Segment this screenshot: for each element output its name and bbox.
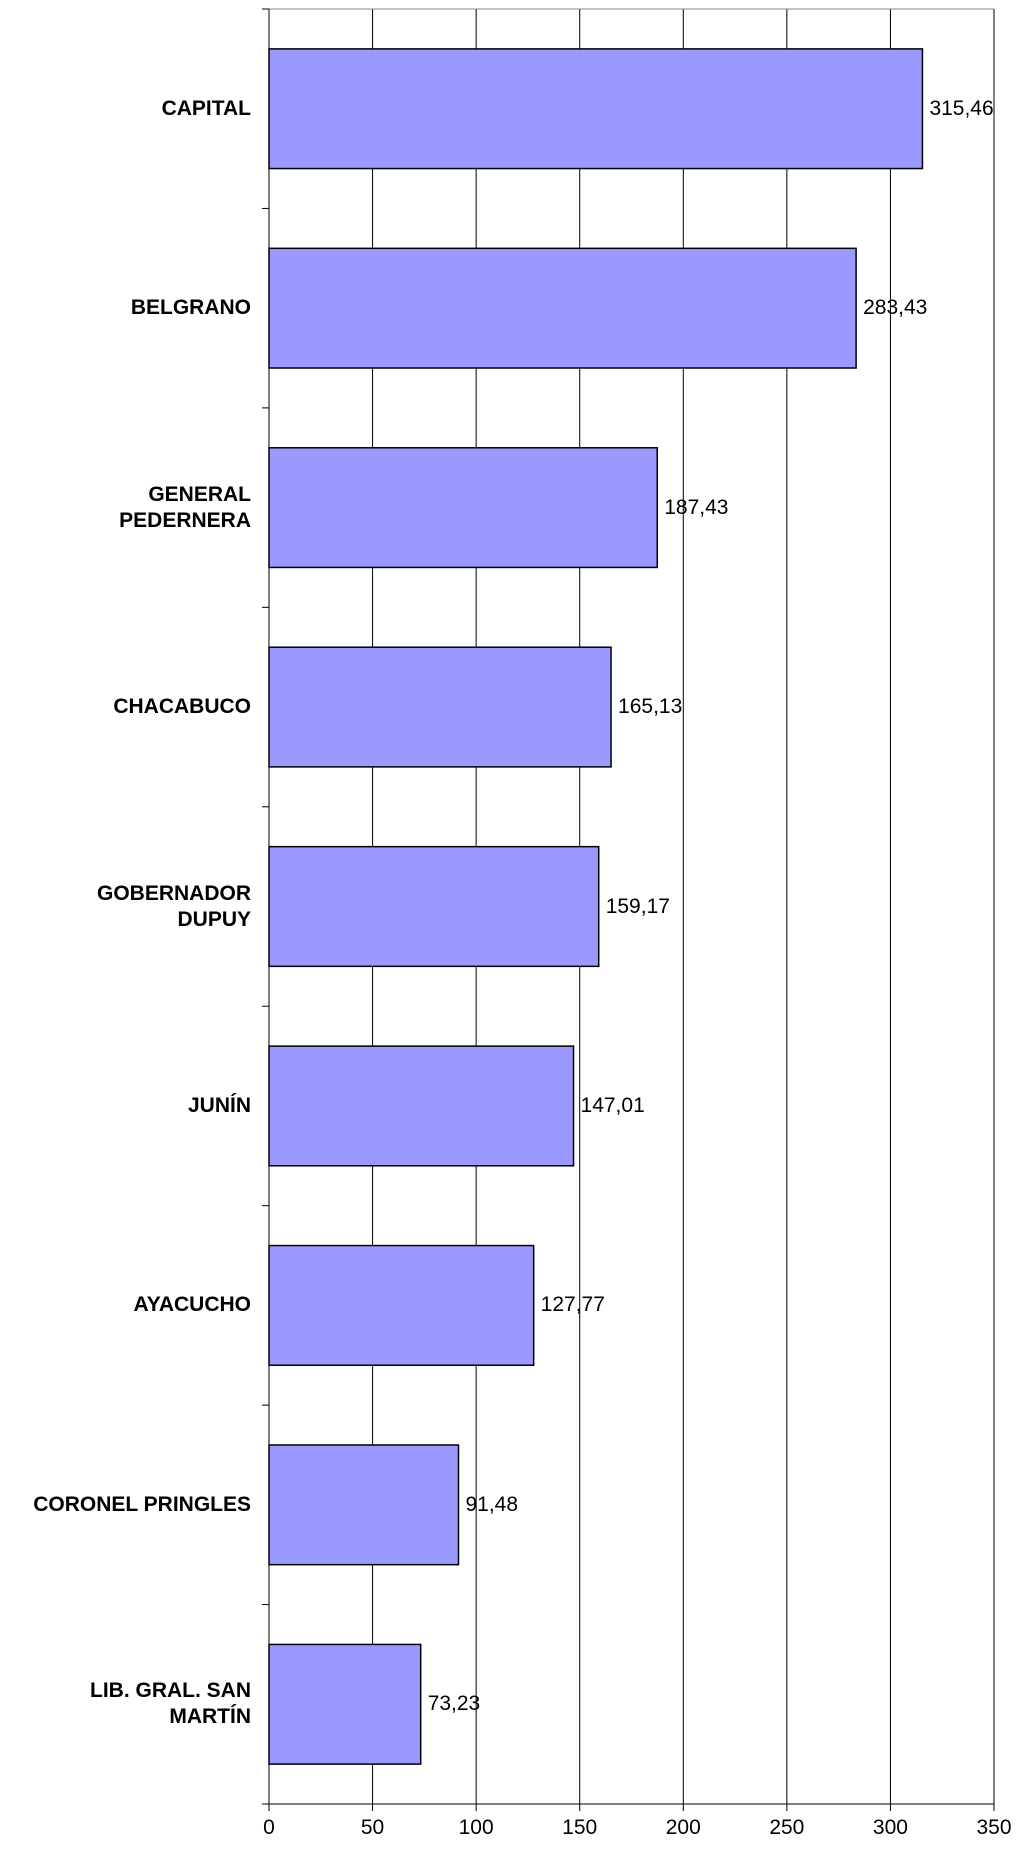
data-label: 91,48 [465,1492,519,1516]
data-label: 73,23 [427,1692,481,1716]
y-tick-label: JUNÍN [187,1093,251,1117]
x-tick-label: 50 [360,1816,385,1839]
bar [268,48,924,170]
bar [268,1244,535,1366]
bar [268,845,600,968]
data-label: 187,43 [664,495,729,519]
data-label: 315,46 [929,96,994,120]
y-tick-label: GOBERNADOR DUPUY [96,881,251,931]
bar [268,1643,422,1765]
y-tick-label: CORONEL PRINGLES [33,1492,251,1516]
y-tick-label: BELGRANO [130,296,251,320]
x-tick-label: 250 [769,1816,805,1839]
x-tick-label: 300 [872,1816,908,1839]
x-tick-label: 100 [458,1816,494,1839]
bar [268,247,857,369]
data-label: 159,17 [605,894,670,918]
x-tick-label: 200 [665,1816,701,1839]
data-label: 147,01 [580,1093,645,1117]
data-label: 127,77 [540,1293,605,1317]
x-tick-label: 150 [562,1816,598,1839]
bar [268,1444,460,1566]
x-tick-label: 0 [263,1816,275,1839]
y-tick-label: AYACUCHO [133,1293,251,1317]
bar [268,646,612,768]
x-tick-label: 350 [976,1816,1012,1839]
bar [268,447,658,569]
y-tick-label: CHACABUCO [113,695,251,719]
y-tick-label: CAPITAL [161,96,251,120]
y-tick-label: LIB. GRAL. SAN MARTÍN [90,1679,251,1729]
data-label: 165,13 [618,695,683,719]
data-label: 283,43 [863,296,928,320]
bar [268,1045,575,1167]
y-tick-label: GENERAL PEDERNERA [119,482,251,532]
